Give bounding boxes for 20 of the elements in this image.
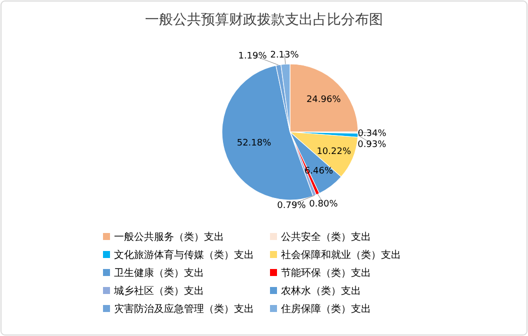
legend-label: 农林水（类）支出 [281, 285, 361, 297]
data-label: 10.22% [316, 146, 352, 157]
data-label: 0.93% [358, 140, 387, 150]
legend-label: 灾害防治及应急管理（类）支出 [114, 303, 254, 315]
legend-label: 城乡社区（类）支出 [113, 285, 204, 297]
data-label: 1.19% [238, 52, 268, 62]
legend-label: 节能环保（类）支出 [281, 267, 371, 279]
legend-label: 卫生健康（类）支出 [114, 267, 204, 279]
legend-label: 一般公共服务（类）支出 [114, 231, 224, 243]
legend-label: 社会保障和就业（类）支出 [281, 249, 401, 261]
data-label: 24.96% [306, 94, 342, 105]
chart-title: 一般公共预算财政拨款支出占比分布图 [145, 12, 383, 28]
legend-label: 住房保障（类）支出 [281, 303, 371, 315]
legend-label: 文化旅游体育与传媒（类）支出 [114, 249, 254, 261]
data-label: 2.13% [270, 50, 300, 61]
data-label: 0.79% [277, 201, 306, 212]
data-label: 0.34% [358, 129, 387, 140]
data-label: 0.80% [309, 200, 338, 210]
data-label: 52.18% [236, 138, 272, 149]
legend-label: 公共安全（类）支出 [281, 231, 371, 243]
